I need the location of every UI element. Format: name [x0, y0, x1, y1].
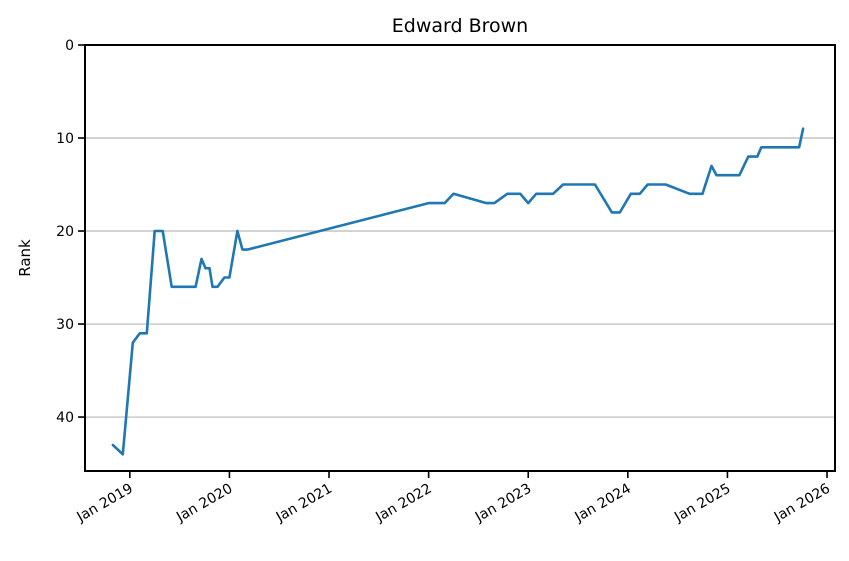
- x-tick-label: Jan 2019: [74, 481, 136, 526]
- y-tick-label: 10: [56, 131, 74, 147]
- gridlines-layer: [85, 137, 835, 418]
- x-tick-label: Jan 2025: [671, 481, 733, 526]
- y-tick-label: 0: [65, 38, 74, 54]
- x-axis-ticks: Jan 2019 Jan 2020 Jan 2021 Jan 2022 Jan 2023…: [74, 471, 833, 526]
- x-tick-label: Jan 2026: [771, 481, 833, 526]
- x-tick-label: Jan 2024: [572, 481, 634, 526]
- y-tick-label: 20: [56, 224, 74, 240]
- y-tick-label: 30: [56, 317, 74, 333]
- x-tick-label: Jan 2021: [273, 481, 335, 526]
- chart-title: Edward Brown: [392, 15, 528, 37]
- x-tick-label: Jan 2020: [173, 481, 235, 526]
- x-tick-label: Jan 2023: [472, 481, 534, 526]
- y-axis-label: Rank: [16, 239, 34, 277]
- x-tick-label: Jan 2022: [372, 481, 434, 526]
- y-tick-label: 40: [56, 410, 74, 426]
- rank-series-line: [111, 127, 805, 456]
- plot-frame: [84, 44, 836, 472]
- y-axis-ticks: 0 10 20 30 40: [56, 38, 85, 426]
